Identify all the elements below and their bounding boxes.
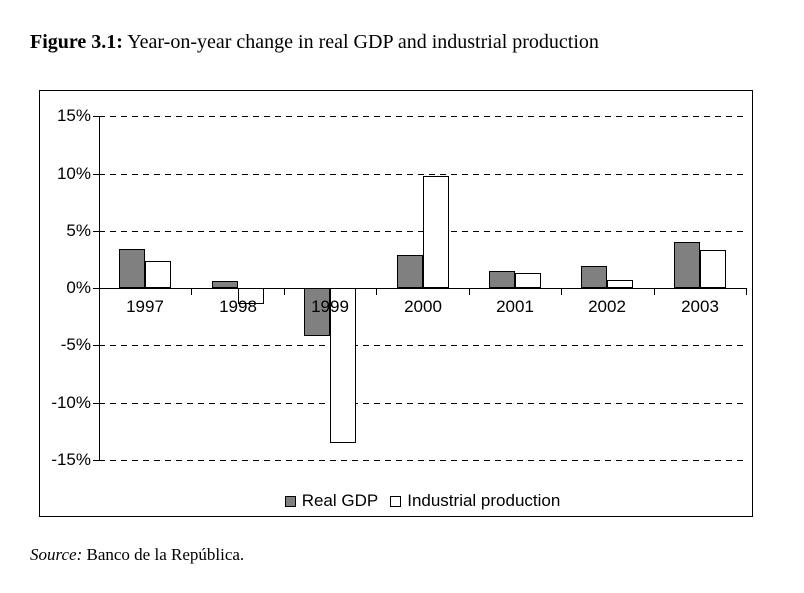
legend-swatch-industrial-production [390, 495, 402, 507]
bar-industrial-production-2002 [607, 280, 633, 288]
bar-real-gdp-2001 [489, 271, 515, 288]
gridline--10 [99, 403, 746, 404]
bar-industrial-production-1998 [238, 288, 264, 304]
bar-industrial-production-1997 [145, 261, 171, 288]
y-axis-label: 5% [66, 221, 91, 240]
source-label: Source: [30, 545, 83, 564]
x-axis-tick [376, 288, 377, 295]
legend-item-real-gdp: Real GDP [284, 491, 379, 511]
y-axis-tick [93, 231, 99, 232]
bar-industrial-production-2000 [423, 176, 449, 288]
x-axis-tick [561, 288, 562, 295]
x-axis-label-2001: 2001 [496, 297, 534, 316]
x-axis-tick [469, 288, 470, 295]
y-axis-tick [93, 174, 99, 175]
bar-real-gdp-2002 [581, 266, 607, 288]
y-axis-label: -15% [51, 450, 91, 469]
x-axis-label-2000: 2000 [404, 297, 442, 316]
y-axis-tick [93, 403, 99, 404]
y-axis-tick [93, 345, 99, 346]
source-line: Source: Banco de la República. [30, 545, 244, 565]
x-axis-label-1999: 1999 [311, 297, 349, 316]
legend-label-real-gdp: Real GDP [301, 491, 379, 510]
figure-label: Figure 3.1: [30, 31, 123, 53]
gridline--5 [99, 345, 746, 346]
x-axis-label-1997: 1997 [126, 297, 164, 316]
bar-industrial-production-2001 [515, 273, 541, 288]
legend-item-industrial-production: Industrial production [390, 491, 560, 511]
bar-real-gdp-1999 [304, 288, 330, 336]
x-axis-label-2003: 2003 [681, 297, 719, 316]
y-axis-tick [93, 460, 99, 461]
gridline-5 [99, 231, 746, 232]
y-axis-label: 10% [56, 164, 91, 183]
x-axis-label-1998: 1998 [219, 297, 257, 316]
y-axis-label: -5% [60, 335, 91, 354]
gridline--15 [99, 460, 746, 461]
x-axis-tick [191, 288, 192, 295]
bar-industrial-production-2003 [700, 250, 726, 288]
gridline-15 [99, 116, 746, 117]
bar-industrial-production-1999 [330, 288, 356, 443]
bar-real-gdp-1997 [119, 249, 145, 288]
bar-real-gdp-2003 [674, 242, 700, 288]
legend-swatch-real-gdp [284, 495, 296, 507]
x-axis-tick [284, 288, 285, 295]
chart-legend: Real GDP Industrial production [99, 490, 746, 512]
bar-real-gdp-1998 [212, 281, 238, 288]
x-axis-label-2002: 2002 [588, 297, 626, 316]
figure-title: Figure 3.1: Year-on-year change in real … [30, 31, 599, 54]
gridline-10 [99, 174, 746, 175]
x-axis-tick [746, 288, 747, 295]
bar-real-gdp-2000 [397, 255, 423, 288]
figure-caption: Year-on-year change in real GDP and indu… [122, 31, 599, 53]
y-axis-label: 0% [66, 278, 91, 297]
y-axis-label: -10% [51, 393, 91, 412]
x-axis-tick [99, 288, 100, 295]
bar-chart-plot: 15% 10% 5% 0% -5% -10% -15% 1997 1998 1999 2000 200… [40, 91, 752, 516]
y-axis-tick [93, 116, 99, 117]
chart-frame: 15% 10% 5% 0% -5% -10% -15% 1997 1998 1999 2000 200… [39, 90, 753, 517]
x-axis-tick [654, 288, 655, 295]
y-axis-tick [93, 288, 99, 289]
y-axis-label: 15% [56, 106, 91, 125]
x-axis-zero-line [99, 288, 746, 289]
legend-label-industrial-production: Industrial production [407, 491, 561, 510]
source-text: Banco de la República. [82, 545, 245, 564]
